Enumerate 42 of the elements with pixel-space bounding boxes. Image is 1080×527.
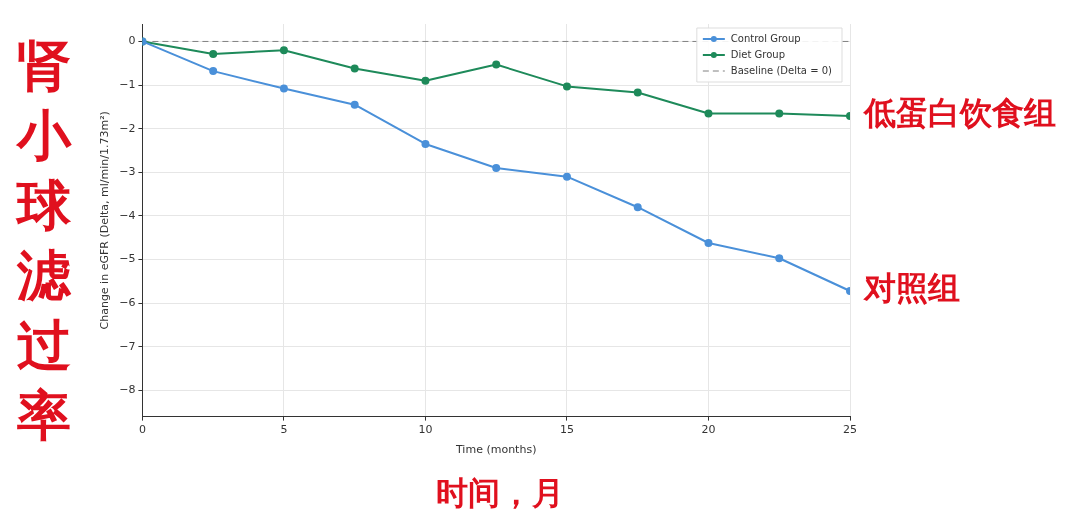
legend-label: Diet Group	[730, 48, 786, 60]
point	[279, 46, 288, 55]
x-tick-label: 10	[418, 423, 433, 437]
legend-label: Baseline (Delta = 0)	[730, 64, 833, 76]
point	[209, 50, 218, 59]
point	[421, 139, 430, 148]
point	[775, 109, 784, 118]
point	[350, 100, 359, 109]
y-tick-label: −2	[119, 121, 136, 135]
y-axis-title: Change in eGFR (Delta, ml/min/1.73m²)	[98, 111, 112, 330]
point	[350, 64, 359, 73]
x-tick-label: 5	[280, 423, 288, 437]
y-tick-label: −1	[119, 77, 136, 91]
point	[492, 60, 501, 69]
point	[492, 163, 501, 172]
point	[279, 84, 288, 93]
point	[633, 203, 642, 212]
x-tick-label: 0	[138, 423, 146, 437]
x-tick-label: 25	[843, 423, 857, 437]
annotation: 低蛋白饮食组	[862, 94, 1056, 133]
y-tick-label: −3	[119, 165, 136, 179]
x-tick-label: 20	[701, 423, 716, 437]
y-tick-label: 0	[128, 34, 136, 48]
annotation: 对照组	[863, 269, 960, 308]
text: 肾小球滤过率	[14, 32, 73, 449]
point	[704, 238, 713, 247]
y-tick-label: −7	[119, 339, 136, 353]
point	[209, 67, 218, 76]
y-tick-label: −4	[119, 208, 136, 222]
text: 时间，月	[435, 473, 565, 514]
point	[633, 88, 642, 97]
point	[562, 172, 571, 181]
y-tick-label: −6	[119, 296, 136, 310]
point	[775, 254, 784, 263]
point	[421, 76, 430, 85]
point	[704, 109, 713, 118]
y-tick-label: −5	[119, 252, 136, 266]
x-axis-title: Time (months)	[454, 443, 537, 457]
y-tick-label: −8	[119, 383, 136, 397]
legend-label: Control Group	[730, 32, 801, 44]
x-tick-label: 15	[559, 423, 574, 437]
point	[562, 82, 571, 91]
